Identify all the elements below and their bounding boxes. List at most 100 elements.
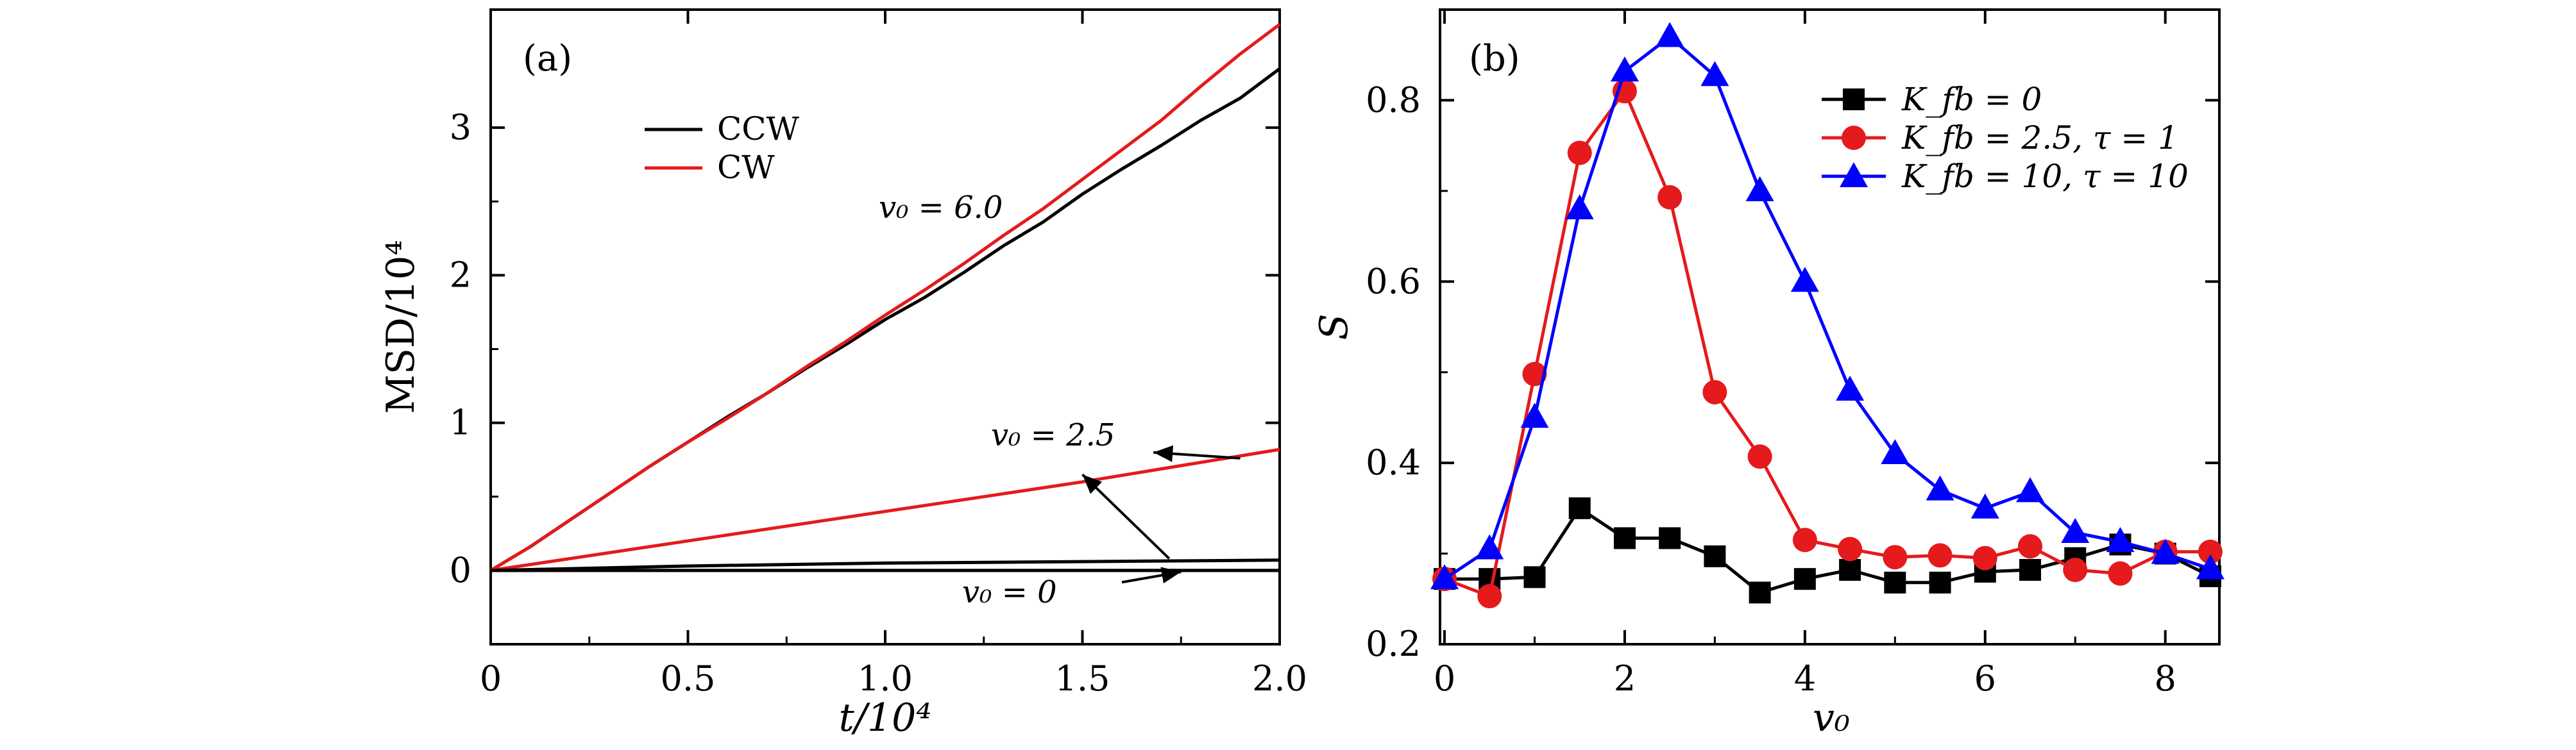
panel-b-xtick-label: 2 [1614,658,1636,699]
panel-b-ytick-label: 0.6 [1366,261,1421,301]
panel-a-ytick-label: 3 [450,107,471,147]
panel-b-label: (b) [1469,38,1520,79]
panel-b-legend: K_fb = 0 K_fb = 2.5, τ = 1 K_fb = 10, τ … [1822,81,2189,195]
panel-b-point-triangle [1700,61,1729,87]
panel-b-point-square [1523,566,1546,588]
panel-a-ytick-label: 2 [450,254,471,295]
panel-a-msd-chart: 0 0.5 1.0 1.5 2.0 0 1 2 3 (a) t/10⁴ MSD/10⁴ CCW … [378,8,1307,740]
panel-b-point-triangle [2106,527,2135,553]
panel-a-ylabel: MSD/10⁴ [378,240,423,413]
panel-b-ytick-label: 0.2 [1366,624,1421,664]
panel-b-point-triangle [2061,518,2090,544]
panel-b-point-circle [2063,558,2088,583]
panel-a-label: (a) [523,38,572,79]
panel-a-xlabel: t/10⁴ [839,696,932,740]
legend-kfb10-label: K_fb = 10, τ = 10 [1901,158,2189,195]
panel-a-legend: CCW CW [645,110,800,186]
panel-b-point-triangle [1970,493,1999,519]
panel-b-point-circle [1477,584,1502,609]
annotation-v0-2-5: v₀ = 2.5 [991,417,1115,453]
panel-b-point-square [1749,581,1771,604]
panel-b-point-circle [1747,444,1772,469]
arrow-v0-2-5-label-head [1153,445,1174,462]
panel-b-point-circle [1928,543,1953,568]
panel-b-point-circle [1792,528,1817,553]
panel-b-xtick-label: 0 [1434,658,1455,699]
panel-b-point-triangle [1836,376,1865,401]
panel-a-series [489,22,1281,572]
panel-b-order-parameter-chart: 0 2 4 6 8 0.2 0.4 0.6 0.8 (b) v₀ S K_fb = 0 K_fb… [1312,8,2224,740]
panel-b-xtick-label: 4 [1794,658,1816,699]
panel-b-point-triangle [1926,475,1954,501]
panel-b-point-square [1704,545,1726,567]
panel-b-point-triangle [1430,564,1459,590]
panel-b-plot-frame [1439,8,2221,646]
panel-b-point-triangle [1745,176,1774,201]
legend-kfb0-marker [1843,88,1865,110]
panel-b-series-line-2 [1443,35,2211,581]
panel-b-ytick-label: 0.8 [1366,79,1421,120]
legend-kfb10-marker [1840,162,1868,187]
panel-a-series-line-2 [490,447,1280,572]
panel-b-point-square [1568,497,1591,519]
panel-b-point-triangle [1610,56,1639,82]
panel-b-point-triangle [1881,439,1910,464]
panel-b-point-circle [1522,362,1547,387]
panel-b-ticks: 0 2 4 6 8 0.2 0.4 0.6 0.8 [1366,10,2219,699]
panel-b-point-circle [1838,537,1863,562]
annotation-v0-6: v₀ = 6.0 [879,190,1003,226]
panel-a-plot-frame [489,8,1281,646]
panel-b-point-triangle [1475,534,1504,560]
legend-kfb0-label: K_fb = 0 [1901,81,2042,118]
panel-b-xtick-label: 6 [1974,658,1996,699]
panel-a-series-line-1 [489,22,1281,572]
arrow-v0-2-5-to-cw-head [1082,474,1103,494]
panel-a-ticks: 0 0.5 1.0 1.5 2.0 0 1 2 3 [450,10,1307,699]
panel-b-point-triangle [1790,267,1819,292]
panel-b-point-square [1659,527,1681,549]
panel-b-ylabel: S [1312,313,1357,340]
panel-b-point-square [1793,568,1816,590]
panel-b-point-triangle [2196,554,2224,579]
panel-b-point-triangle [2016,477,2045,503]
panel-b-point-square [2019,559,2042,581]
panel-a-series-line-3 [490,558,1280,572]
arrow-v0-0-head [1160,567,1182,584]
legend-kfb2-label: K_fb = 2.5, τ = 1 [1901,119,2178,156]
panel-b-point-circle [1883,545,1908,570]
panel-a-ytick-label: 1 [450,403,471,443]
panel-b-point-square [1839,559,1861,581]
panel-a-xtick-label: 0.5 [661,658,716,699]
panel-b-xtick-label: 8 [2155,658,2176,699]
panel-b-series-line-0 [1445,506,2212,594]
panel-b-point-triangle [1520,403,1549,428]
legend-kfb2-marker [1842,126,1866,150]
arrow-v0-2-5-to-cw [1081,473,1171,560]
panel-b-point-circle [1972,546,1997,571]
panel-b-point-square [1884,571,1906,594]
panel-b-xlabel: v₀ [1813,696,1850,740]
panel-b-point-circle [1567,140,1592,165]
panel-a-xtick-label: 1.0 [858,658,913,699]
annotation-v0-0: v₀ = 0 [962,574,1057,610]
panel-b-ytick-label: 0.4 [1366,442,1421,483]
panel-b-point-triangle [1565,194,1594,220]
panel-a-xtick-label: 0 [480,658,502,699]
panel-b-point-circle [1657,185,1682,210]
panel-b-point-circle [2018,534,2043,559]
panel-a-xtick-label: 2.0 [1252,658,1307,699]
panel-b-point-circle [2108,561,2133,586]
legend-cw-label: CW [717,149,775,186]
panel-b-point-triangle [1656,22,1684,47]
panel-b-point-square [1929,571,1951,594]
panel-b-point-square [1613,527,1636,549]
panel-b-point-triangle [2151,538,2180,564]
panel-a-ytick-label: 0 [450,550,471,590]
panel-a-xtick-label: 1.5 [1055,658,1110,699]
legend-ccw-label: CCW [717,110,800,147]
panel-b-point-circle [2198,539,2223,564]
panel-a-arrows [1081,445,1241,584]
panel-b-point-circle [1702,379,1727,404]
panel-b-series [1430,22,2224,609]
